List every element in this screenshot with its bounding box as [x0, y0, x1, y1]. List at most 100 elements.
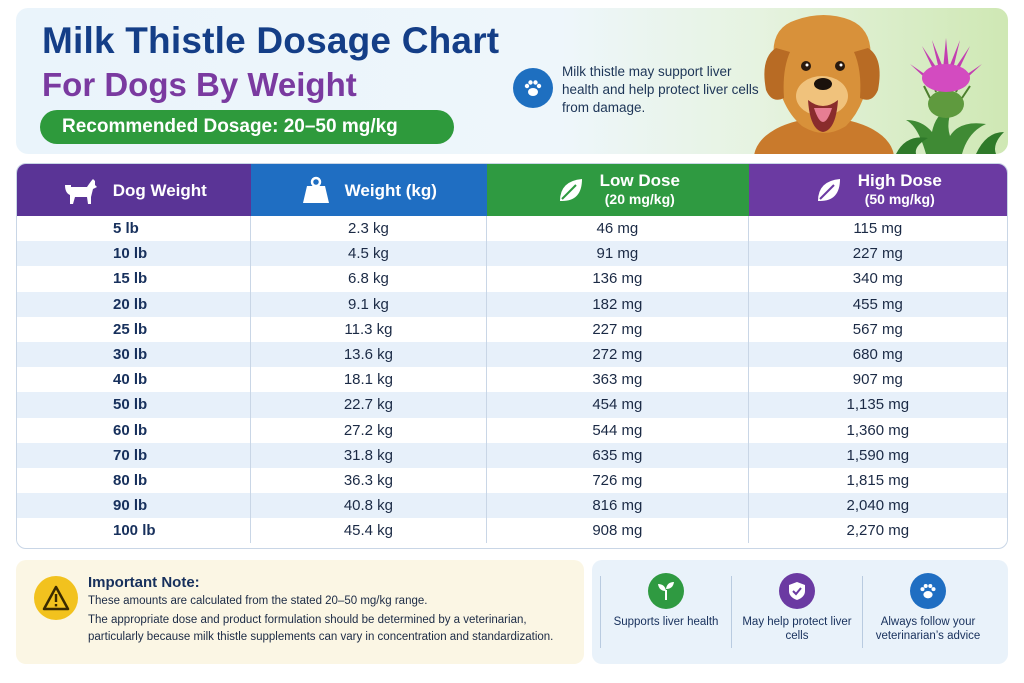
dog-icon — [61, 175, 99, 205]
cell-weight-kg: 40.8 kg — [251, 493, 488, 519]
thistle-image — [896, 38, 1004, 154]
cell-high-dose: 680 mg — [852, 346, 903, 364]
feature-highlights: Supports liver health May help protect l… — [592, 560, 1008, 664]
table-row: 25 lb 11.3 kg 227 mg 567 mg — [17, 316, 1007, 342]
page-subtitle: For Dogs By Weight — [42, 66, 357, 103]
cell-high-dose: 2,040 mg — [846, 497, 910, 515]
divider — [862, 576, 863, 648]
table-row: 40 lb 18.1 kg 363 mg 907 mg — [17, 367, 1007, 393]
cell-low-dose: 182 mg — [487, 291, 749, 317]
cell-low-dose: 91 mg — [487, 241, 749, 267]
col-header-high-dose: High Dose (50 mg/kg) — [748, 164, 1007, 216]
cell-low-dose: 363 mg — [487, 367, 749, 393]
leaf-icon — [556, 175, 586, 205]
table-header: Dog Weight Weight (kg) Low Dose (20 mg/k… — [17, 164, 1007, 216]
dosage-table: Dog Weight Weight (kg) Low Dose (20 mg/k… — [16, 163, 1008, 549]
cell-high-dose: 1,360 mg — [846, 421, 910, 439]
note-title: Important Note: — [88, 574, 200, 591]
divider — [600, 576, 601, 648]
col-header-sublabel: (50 mg/kg) — [864, 191, 935, 207]
col-header-label: Dog Weight — [112, 180, 207, 200]
col-header-low-dose: Low Dose (20 mg/kg) — [487, 164, 749, 216]
cell-low-dose: 272 mg — [487, 341, 749, 368]
note-text: particularly because milk thistle supple… — [88, 631, 554, 643]
table-row: 70 lb 31.8 kg 635 mg 1,590 mg — [17, 442, 1007, 468]
cell-weight-kg: 9.1 kg — [251, 291, 488, 317]
table-row: 10 lb 4.5 kg 91 mg 227 mg — [17, 241, 1007, 267]
cell-weight-kg: 18.1 kg — [251, 367, 488, 393]
table-row: 30 lb 13.6 kg 272 mg 680 mg — [17, 341, 1007, 368]
header-banner: Milk Thistle Dosage Chart For Dogs By We… — [16, 8, 1008, 154]
dog-and-thistle-illustration — [754, 15, 1004, 154]
table-row: 80 lb 36.3 kg 726 mg 1,815 mg — [17, 467, 1007, 494]
paw-icon — [513, 68, 553, 108]
cell-dog-weight: 50 lb — [17, 392, 251, 418]
table-row: 100 lb 45.4 kg 908 mg 2,270 mg — [17, 518, 1007, 544]
page-title: Milk Thistle Dosage Chart — [42, 20, 500, 61]
feature-item: May help protect liver cells — [732, 569, 862, 655]
cell-high-dose: 1,590 mg — [846, 446, 910, 464]
cell-high-dose: 115 mg — [853, 220, 903, 238]
col-header-dog-weight: Dog Weight — [17, 164, 251, 216]
col-header-weight-kg: Weight (kg) — [250, 164, 488, 216]
table-row: 60 lb 27.2 kg 544 mg 1,360 mg — [17, 417, 1007, 443]
warning-icon — [34, 576, 78, 620]
col-header-label: High Dose — [857, 171, 942, 190]
feature-text: Always follow your veterinarian’s advice — [875, 616, 981, 642]
paw-icon — [910, 573, 946, 609]
cell-dog-weight: 60 lb — [17, 417, 251, 443]
cell-dog-weight: 40 lb — [17, 367, 251, 393]
cell-dog-weight: 20 lb — [17, 291, 251, 317]
feature-text: Supports liver health — [613, 616, 719, 628]
note-text: These amounts are calculated from the st… — [88, 595, 428, 607]
cell-weight-kg: 2.3 kg — [251, 216, 488, 242]
cell-high-dose: 340 mg — [852, 270, 903, 288]
col-header-label: Low Dose — [599, 171, 680, 190]
weight-icon — [301, 175, 331, 205]
table-row: 90 lb 40.8 kg 816 mg 2,040 mg — [17, 493, 1007, 519]
cell-low-dose: 227 mg — [487, 316, 749, 342]
table-body: 5 lb 2.3 kg 46 mg 115 mg 10 lb 4.5 kg 91 mg 227… — [17, 216, 1007, 544]
cell-high-dose: 567 mg — [852, 320, 903, 338]
shield-check-icon — [779, 573, 815, 609]
important-note: Important Note: These amounts are calcul… — [16, 560, 584, 664]
cell-dog-weight: 15 lb — [17, 266, 251, 292]
cell-high-dose: 1,815 mg — [846, 471, 910, 489]
feature-item: Always follow your veterinarian’s advice — [863, 569, 993, 655]
cell-weight-kg: 11.3 kg — [251, 316, 488, 342]
cell-dog-weight: 30 lb — [17, 341, 251, 368]
dog-image — [754, 15, 894, 154]
cell-low-dose: 136 mg — [487, 266, 749, 292]
cell-low-dose: 46 mg — [487, 216, 749, 242]
cell-weight-kg: 13.6 kg — [251, 341, 488, 368]
cell-weight-kg: 4.5 kg — [251, 241, 488, 267]
cell-weight-kg: 6.8 kg — [251, 266, 488, 292]
cell-weight-kg: 22.7 kg — [251, 392, 488, 418]
table-row: 15 lb 6.8 kg 136 mg 340 mg — [17, 266, 1007, 292]
feature-text: May help protect liver cells — [742, 616, 852, 642]
table-row: 20 lb 9.1 kg 182 mg 455 mg — [17, 291, 1007, 317]
note-text: The appropriate dose and product formula… — [88, 614, 527, 626]
cell-weight-kg: 45.4 kg — [251, 518, 488, 544]
cell-low-dose: 726 mg — [487, 467, 749, 494]
col-header-label: Weight (kg) — [344, 180, 437, 200]
leaf-icon — [814, 175, 844, 205]
cell-dog-weight: 5 lb — [17, 216, 251, 242]
cell-low-dose: 544 mg — [487, 417, 749, 443]
cell-dog-weight: 100 lb — [17, 518, 251, 544]
cell-dog-weight: 25 lb — [17, 316, 251, 342]
cell-weight-kg: 27.2 kg — [251, 417, 488, 443]
recommended-dosage-badge: Recommended Dosage: 20–50 mg/kg — [40, 110, 454, 144]
cell-low-dose: 454 mg — [487, 392, 749, 418]
cell-high-dose: 2,270 mg — [846, 522, 910, 540]
cell-dog-weight: 80 lb — [17, 467, 251, 494]
table-row: 5 lb 2.3 kg 46 mg 115 mg — [17, 216, 1007, 242]
cell-weight-kg: 31.8 kg — [251, 442, 488, 468]
info-text: Milk thistle may support liver health an… — [562, 64, 759, 115]
cell-low-dose: 816 mg — [487, 493, 749, 519]
cell-high-dose: 1,135 mg — [846, 396, 910, 414]
cell-low-dose: 635 mg — [487, 442, 749, 468]
cell-dog-weight: 90 lb — [17, 493, 251, 519]
cell-high-dose: 227 mg — [852, 245, 903, 263]
cell-low-dose: 908 mg — [487, 518, 749, 544]
